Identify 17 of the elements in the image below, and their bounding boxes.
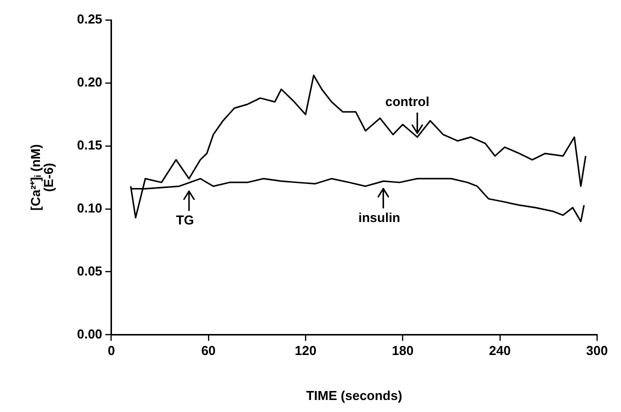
y-tick-label: 0.25 bbox=[76, 12, 102, 27]
y-tick-label: 0.00 bbox=[76, 326, 102, 342]
x-tick-label: 60 bbox=[201, 343, 216, 358]
annotation: insulin bbox=[358, 210, 400, 225]
y-tick-label: 0.20 bbox=[76, 74, 102, 90]
y-tick-label: 0.15 bbox=[76, 138, 102, 152]
annotation: TG bbox=[176, 212, 194, 228]
y-axis-title: [Ca²⁺]ᵢ (nM) (E-6) bbox=[28, 144, 56, 211]
x-axis-title: TIME (seconds) bbox=[306, 388, 402, 403]
y-tick-label: 0.05 bbox=[76, 263, 102, 278]
x-tick-label: 180 bbox=[392, 343, 414, 358]
x-tick-label: 300 bbox=[586, 343, 608, 358]
x-tick-label: 120 bbox=[294, 343, 316, 358]
x-tick-label: 0 bbox=[108, 343, 115, 358]
annotation: control bbox=[385, 94, 430, 110]
y-tick-label: 0.10 bbox=[76, 200, 102, 216]
x-tick-label: 240 bbox=[489, 343, 511, 358]
